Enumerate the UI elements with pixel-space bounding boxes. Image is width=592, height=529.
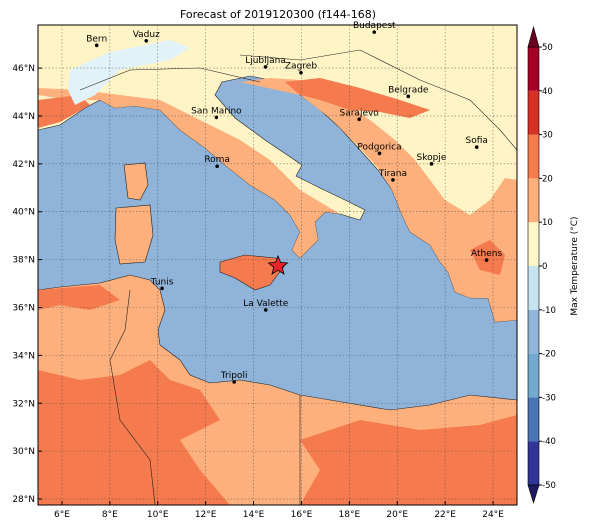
title: Forecast of 2019120300 (f144-168): [180, 8, 376, 21]
y-tick-label: 44°N: [12, 112, 35, 122]
border: [79, 67, 261, 91]
y-tick-label: 40°N: [12, 208, 35, 218]
colorbar-tick-label: 10: [542, 218, 553, 228]
y-tick-label: 42°N: [12, 160, 35, 170]
y-tick-label: 46°N: [12, 64, 35, 74]
city-marker: [263, 308, 268, 312]
city-label: Belgrade: [388, 85, 429, 95]
city-marker: [372, 30, 377, 34]
colorbar-tick-label: -50: [542, 481, 556, 491]
city-marker: [160, 286, 164, 291]
hot-zone: [38, 360, 230, 505]
y-tick-label: 28°N: [12, 495, 35, 505]
colorbar-extend-low: [527, 484, 540, 505]
colorbar-label: Max Temperature (°C): [570, 216, 580, 315]
colorbar-tick-label: 40: [542, 87, 553, 97]
city-label: Ljubljana: [245, 56, 286, 66]
city-marker: [263, 65, 268, 69]
border: [109, 289, 156, 505]
city-label: Budapest: [353, 21, 396, 31]
y-tick-label: 36°N: [12, 303, 35, 313]
city-marker: [474, 145, 479, 149]
city-label: Zagreb: [285, 62, 317, 72]
colorbar-bin: [528, 309, 539, 354]
city-label: Tunis: [150, 277, 174, 287]
city-marker: [377, 151, 382, 156]
x-tick-label: 22°E: [434, 510, 456, 520]
colorbar-tick-label: 30: [542, 131, 553, 141]
forecast-star: [267, 254, 289, 275]
island: [219, 254, 286, 291]
colorbar-bin: [528, 397, 539, 442]
city-label: Vaduz: [133, 30, 160, 40]
city-marker: [429, 162, 434, 166]
city-marker: [144, 39, 149, 43]
colorbar-tick-label: 50: [542, 43, 553, 53]
colorbar-bin: [528, 441, 539, 485]
city-label: Podgorica: [357, 142, 401, 152]
x-tick-label: 18°E: [339, 510, 361, 520]
colorbar-bin: [528, 222, 539, 266]
x-tick-label: 20°E: [386, 510, 408, 520]
x-tick-label: 6°E: [54, 510, 70, 520]
hot-zone: [38, 285, 120, 310]
colorbar-bin: [528, 266, 539, 310]
island: [123, 162, 149, 201]
city-marker: [232, 380, 236, 384]
colorbar-tick-label: 0: [542, 262, 547, 272]
city-label: Sarajevo: [340, 108, 380, 118]
colorbar-tick-label: -20: [542, 350, 556, 360]
hot-zone: [300, 415, 517, 505]
city-marker: [215, 164, 219, 169]
y-tick-label: 34°N: [12, 351, 35, 361]
colorbar-bin: [528, 178, 539, 223]
city-label: Sofia: [466, 136, 488, 146]
city-label: San Marino: [191, 106, 242, 116]
city-label: Bern: [86, 34, 107, 44]
colorbar-bin: [528, 90, 539, 135]
x-tick-label: 24°E: [482, 510, 504, 520]
border: [239, 49, 517, 151]
city-marker: [391, 178, 395, 182]
x-tick-label: 12°E: [195, 510, 217, 520]
colorbar-tick-label: 20: [542, 174, 553, 184]
colorbar-bin: [528, 134, 539, 179]
x-tick-label: 16°E: [291, 510, 313, 520]
colorbar-bin: [528, 353, 539, 398]
colorbar-bin: [528, 47, 539, 91]
city-label: Skopje: [417, 153, 447, 163]
city-label: Roma: [204, 155, 230, 165]
city-marker: [484, 258, 489, 262]
city-marker: [94, 43, 99, 48]
city-label: Tripoli: [220, 371, 248, 381]
city-label: Tirana: [378, 169, 407, 179]
city-marker: [357, 117, 361, 122]
y-tick-label: 30°N: [12, 447, 35, 457]
map-frame: [37, 24, 518, 506]
hot-zone: [470, 240, 505, 275]
city-label: Athens: [471, 249, 502, 259]
warm-zone: [220, 78, 517, 322]
colorbar-tick-label: -30: [542, 393, 556, 403]
city-marker: [406, 94, 411, 99]
snow-zone: [68, 40, 190, 105]
x-tick-label: 10°E: [147, 510, 169, 520]
warm-zone: [38, 88, 340, 258]
hot-zone: [285, 78, 430, 118]
map-layers: [38, 25, 517, 505]
y-tick-label: 32°N: [12, 399, 35, 409]
colorbar-tick-label: -40: [542, 437, 556, 447]
x-tick-label: 14°E: [243, 510, 265, 520]
colorbar-tick-label: -10: [542, 306, 556, 316]
x-tick-label: 8°E: [102, 510, 118, 520]
city-marker: [299, 70, 303, 75]
y-tick-label: 38°N: [12, 256, 35, 266]
city-label: La Valette: [243, 299, 288, 309]
colorbar-extend-high: [527, 25, 540, 48]
city-marker: [214, 115, 219, 120]
island: [114, 204, 154, 265]
